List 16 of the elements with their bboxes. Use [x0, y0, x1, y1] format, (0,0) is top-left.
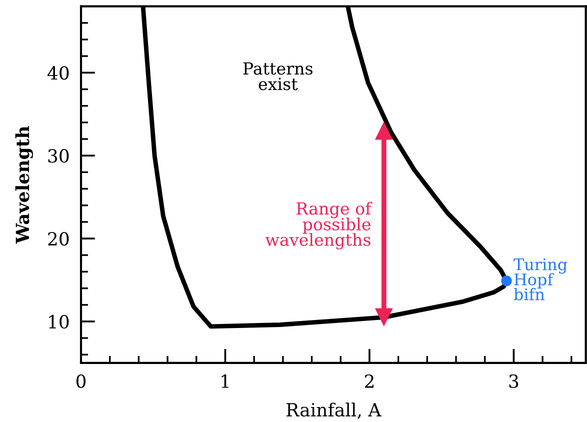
y-axis-title: Wavelength [15, 126, 34, 244]
y-tick-label: 30 [48, 149, 69, 163]
x-tick-label: 3 [509, 374, 518, 388]
annotation: Patterns exist [243, 62, 312, 90]
x-tick-label: 2 [364, 374, 374, 388]
point [374, 308, 393, 326]
x-tick-label: 0 [76, 374, 86, 388]
x-tick-label: 1 [222, 374, 228, 388]
point [501, 275, 512, 286]
point [374, 122, 393, 140]
y-tick-label: 40 [47, 66, 69, 80]
y-tick-label: 10 [49, 314, 69, 329]
y-tick-label: 20 [48, 232, 69, 246]
annotation: Turing Hopf bifn [514, 258, 568, 300]
x-axis-title: Rainfall, A [286, 402, 382, 419]
annotation: Range of possible wavelengths [265, 202, 372, 250]
